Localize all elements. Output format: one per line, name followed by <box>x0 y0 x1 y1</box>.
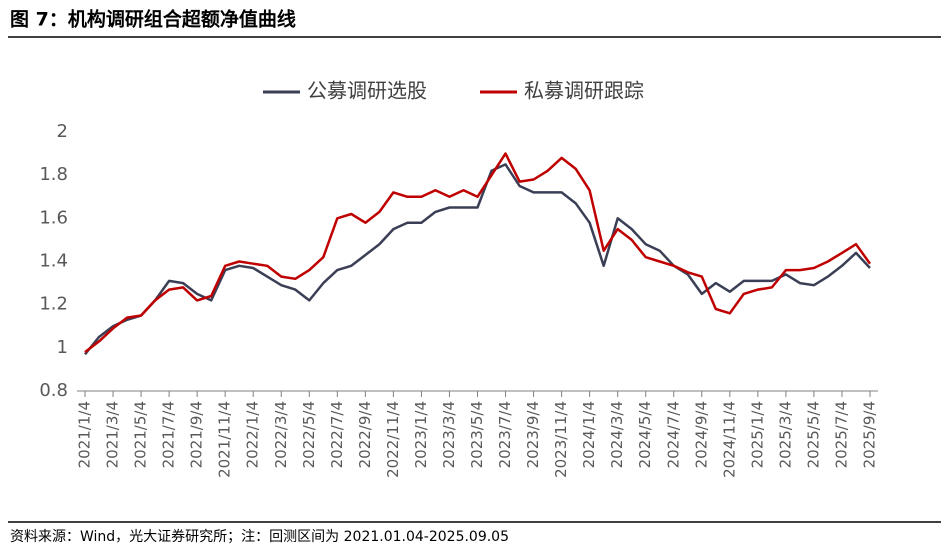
x-tick-label: 2023/5/4 <box>468 401 486 468</box>
x-tick-label: 2023/3/4 <box>440 401 458 468</box>
x-tick-label: 2025/1/4 <box>748 401 766 468</box>
x-tick-label: 2021/11/4 <box>216 401 234 478</box>
x-tick-label: 2022/1/4 <box>244 401 262 468</box>
chart-title: 图 7：机构调研组合超额净值曲线 <box>10 8 296 31</box>
series-line <box>84 163 871 356</box>
x-tick-label: 2021/9/4 <box>188 401 206 468</box>
x-tick-label: 2024/9/4 <box>692 401 710 468</box>
y-tick-label: 1 <box>57 337 68 358</box>
x-tick-label: 2025/9/4 <box>861 401 879 468</box>
x-tick-label: 2024/7/4 <box>664 401 682 468</box>
x-tick-label: 2024/11/4 <box>720 401 738 478</box>
x-tick-label: 2025/3/4 <box>776 401 794 468</box>
y-tick-label: 2 <box>57 121 68 142</box>
x-tick-label: 2024/3/4 <box>608 401 626 468</box>
x-tick-label: 2023/1/4 <box>412 401 430 468</box>
x-tick-label: 2023/7/4 <box>496 401 514 468</box>
x-tick-label: 2022/3/4 <box>272 401 290 468</box>
y-tick-label: 1.4 <box>39 251 68 272</box>
series-line <box>84 152 872 354</box>
x-tick-label: 2022/5/4 <box>300 401 318 468</box>
x-tick-label: 2025/7/4 <box>832 401 850 468</box>
x-tick-label: 2024/5/4 <box>636 401 654 468</box>
y-tick-label: 1.8 <box>39 164 68 185</box>
x-tick-label: 2024/1/4 <box>580 401 598 468</box>
legend-label: 私募调研跟踪 <box>524 79 644 103</box>
x-tick-label: 2021/5/4 <box>132 401 150 468</box>
legend-label: 公募调研选股 <box>307 79 427 103</box>
x-tick-label: 2022/7/4 <box>328 401 346 468</box>
y-tick-label: 0.8 <box>39 380 68 401</box>
x-tick-label: 2021/7/4 <box>160 401 178 468</box>
x-tick-label: 2022/11/4 <box>384 401 402 478</box>
x-tick-label: 2021/3/4 <box>104 401 122 468</box>
x-tick-label: 2023/9/4 <box>524 401 542 468</box>
y-tick-label: 1.6 <box>39 207 68 228</box>
y-tick-label: 1.2 <box>39 294 68 315</box>
x-tick-label: 2021/1/4 <box>76 401 94 468</box>
x-tick-label: 2022/9/4 <box>356 401 374 468</box>
x-tick-label: 2023/11/4 <box>552 401 570 478</box>
x-tick-label: 2025/5/4 <box>804 401 822 468</box>
source-note: 资料来源：Wind，光大证券研究所；注：回测区间为 2021.01.04-202… <box>10 529 509 545</box>
